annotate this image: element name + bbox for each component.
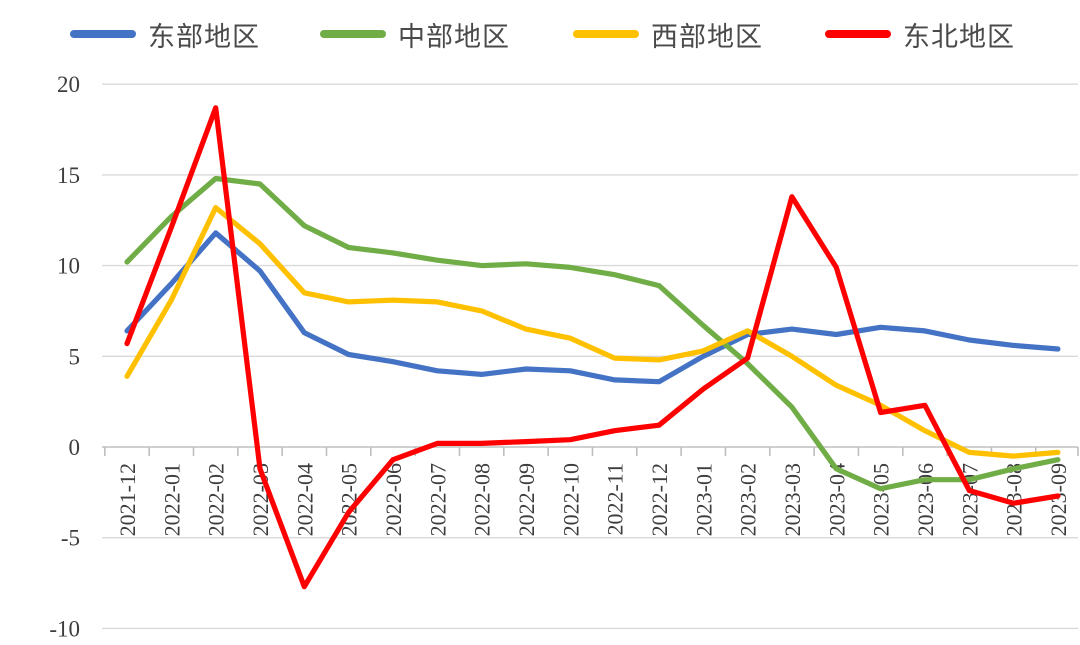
legend-item-west: 西部地区 [573, 14, 763, 54]
series-line-0 [124, 230, 1061, 385]
legend-label-central: 中部地区 [398, 21, 510, 53]
x-axis-label-2022-10: 2022-10 [558, 463, 583, 536]
x-axis-label-2023-03: 2023-03 [780, 463, 805, 536]
x-axis-label-2022-06: 2022-06 [381, 463, 406, 536]
y-axis-label--10: -10 [49, 616, 80, 641]
west-region-line-swatch-icon [573, 30, 639, 38]
x-axis-label-2023-05: 2023-05 [869, 463, 894, 536]
chart-legend: 东部地区 中部地区 西部地区 东北地区 [0, 14, 1080, 54]
y-axis-label-10: 10 [57, 254, 80, 279]
legend-item-east: 东部地区 [70, 14, 260, 54]
x-axis-label-2022-07: 2022-07 [425, 463, 450, 536]
legend-item-northeast: 东北地区 [825, 14, 1015, 54]
x-axis-label-2022-02: 2022-02 [204, 463, 229, 536]
x-axis-label-2023-01: 2023-01 [691, 463, 716, 536]
series-line-1 [124, 175, 1061, 492]
legend-item-central: 中部地区 [320, 14, 510, 54]
y-axis-label-0: 0 [69, 435, 81, 460]
x-axis-label-2021-12: 2021-12 [115, 463, 140, 536]
x-axis-label-2022-09: 2022-09 [514, 463, 539, 536]
y-axis-label-5: 5 [69, 344, 81, 369]
x-axis-label-2023-06: 2023-06 [913, 463, 938, 536]
y-axis-label-20: 20 [57, 72, 80, 97]
legend-label-west: 西部地区 [651, 21, 763, 53]
y-axis-label--5: -5 [61, 526, 80, 551]
legend-label-northeast: 东北地区 [903, 21, 1015, 53]
x-axis-label-2022-08: 2022-08 [470, 463, 495, 536]
x-axis-label-2022-12: 2022-12 [647, 463, 672, 536]
x-axis-label-2022-04: 2022-04 [292, 463, 317, 536]
northeast-region-line-swatch-icon [825, 30, 891, 38]
x-axis-label-2022-11: 2022-11 [603, 463, 628, 536]
series-line-2 [124, 205, 1061, 459]
legend-label-east: 东部地区 [148, 21, 260, 53]
central-region-line-swatch-icon [320, 30, 386, 38]
y-axis-label-15: 15 [57, 163, 80, 188]
series-line-3 [124, 105, 1061, 590]
east-region-line-swatch-icon [70, 30, 136, 38]
x-axis-label-2022-01: 2022-01 [159, 463, 184, 536]
x-axis-label-2023-02: 2023-02 [736, 463, 761, 536]
